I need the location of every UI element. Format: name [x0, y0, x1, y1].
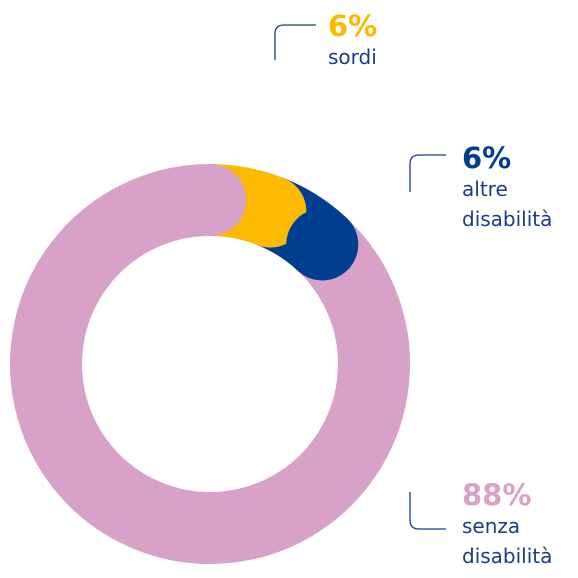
- connector: [274, 24, 316, 60]
- category-label: senza disabilità: [462, 514, 553, 568]
- value-label: 6%: [462, 141, 512, 175]
- label: 6% altre disabilità: [462, 142, 574, 234]
- connector: [409, 154, 446, 192]
- segment-cap: [234, 175, 307, 248]
- category-label: sordi: [328, 45, 377, 69]
- segment-cap: [286, 208, 359, 281]
- segment-cap: [174, 164, 246, 236]
- connector: [409, 492, 446, 530]
- label: 6% sordi: [328, 10, 440, 72]
- label: 88% senza disabilità: [462, 479, 574, 571]
- donut-segment: [10, 164, 410, 564]
- value-label: 88%: [462, 478, 532, 512]
- value-label: 6%: [328, 9, 378, 43]
- category-label: altre disabilità: [462, 177, 553, 231]
